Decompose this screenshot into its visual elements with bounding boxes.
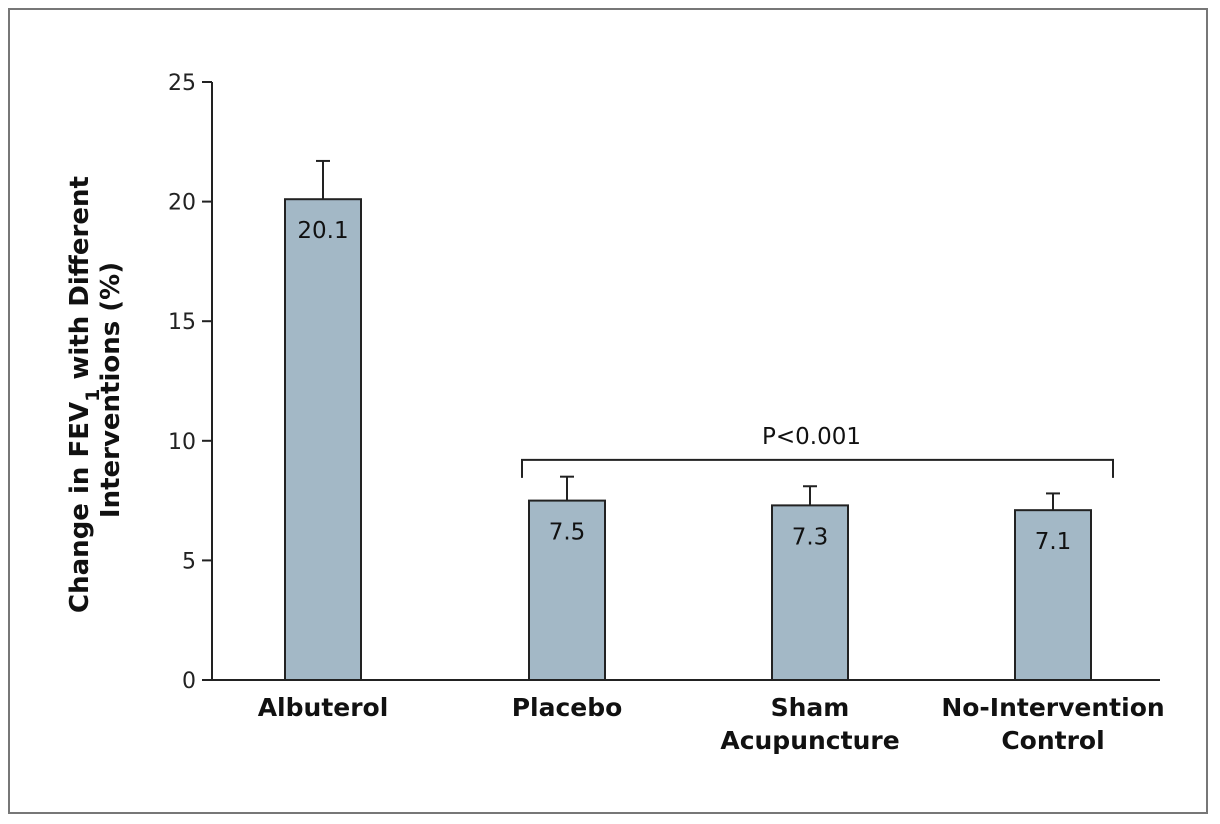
x-axis: Albuterol Placebo Sham Acupuncture No-Interv… (212, 679, 1165, 755)
x-category-label: Placebo (512, 693, 623, 722)
bracket-line (521, 458, 1114, 478)
x-category-label: Albuterol (258, 693, 389, 722)
bar (1014, 509, 1092, 681)
bar-chart: 0 5 10 15 20 25 Albuterol Placebo Sham Acupunctu… (65, 71, 1165, 755)
y-tick-label: 15 (168, 310, 196, 335)
bar-value-label: 20.1 (297, 218, 348, 244)
y-axis-title-line2: Interventions (%) (96, 262, 126, 518)
y-tick-label: 0 (182, 669, 196, 694)
chart-frame: 0 5 10 15 20 25 Albuterol Placebo Sham Acupunctu… (8, 8, 1208, 814)
y-tick-label: 5 (182, 549, 196, 574)
bar-value-label: 7.3 (792, 524, 829, 550)
bar-value-label: 7.5 (549, 520, 586, 546)
significance-bracket: P<0.001 (521, 424, 1114, 478)
y-axis-title: Change in FEV1 with Different Interventi… (65, 167, 126, 613)
y-tick-label: 25 (168, 71, 196, 96)
y-tick-label: 10 (168, 430, 196, 455)
y-axis-title-line1: Change in FEV1 with Different (65, 176, 104, 613)
y-tick-label: 20 (168, 191, 196, 216)
x-category-label: Sham Acupuncture (720, 693, 899, 755)
y-axis: 0 5 10 15 20 25 (168, 71, 213, 694)
p-value-label: P<0.001 (762, 424, 861, 450)
bar-value-label: 7.1 (1035, 529, 1072, 555)
bar (284, 198, 362, 681)
bars: 20.1 7.5 7.3 7.1 (284, 159, 1092, 681)
x-category-label: No-Intervention Control (941, 693, 1164, 755)
